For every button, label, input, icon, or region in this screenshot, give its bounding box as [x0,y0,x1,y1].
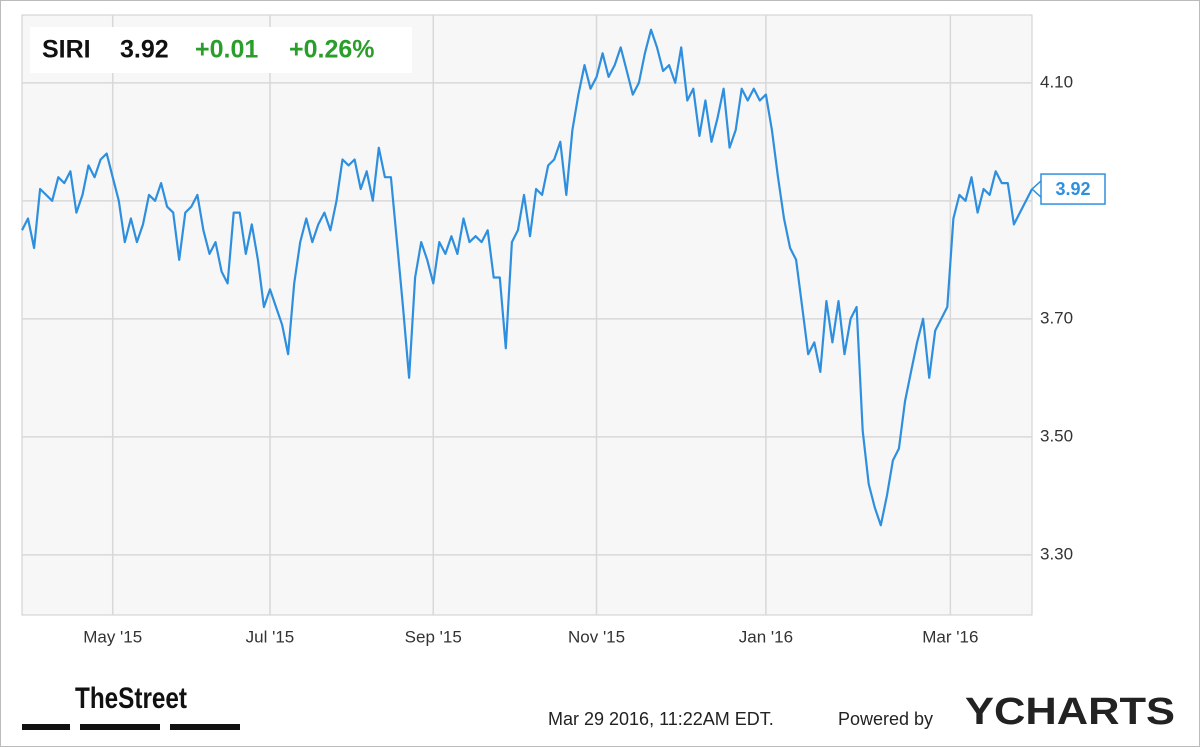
partner-logo: TheStreet [75,682,187,715]
logo-bar [170,724,240,730]
timestamp: Mar 29 2016, 11:22AM EDT. [548,709,774,729]
y-tick-label: 3.70 [1040,308,1073,327]
x-tick-label: Nov '15 [568,627,625,646]
powered-by: Powered by [838,709,933,729]
ticker: SIRI [42,36,91,64]
price: 3.92 [120,36,169,64]
header-box [30,27,412,73]
y-tick-label: 4.10 [1040,72,1073,91]
y-tick-label: 3.50 [1040,426,1073,445]
logo-bar [22,724,70,730]
logo-bar [80,724,160,730]
y-tick-label: 3.30 [1040,544,1073,563]
price-line [21,28,1033,527]
brand: YCHARTS [965,691,1175,733]
x-tick-label: Jan '16 [739,627,793,646]
x-tick-label: Sep '15 [405,627,462,646]
x-tick-label: Mar '16 [922,627,978,646]
series [21,28,1033,527]
change-pct: +0.26% [289,36,375,64]
price-tag-label: 3.92 [1055,179,1090,199]
x-tick-label: Jul '15 [246,627,295,646]
price-tag [1040,173,1106,205]
change: +0.01 [195,36,258,64]
grid [22,15,1032,615]
x-tick-label: May '15 [83,627,142,646]
plot-area [21,14,1033,616]
